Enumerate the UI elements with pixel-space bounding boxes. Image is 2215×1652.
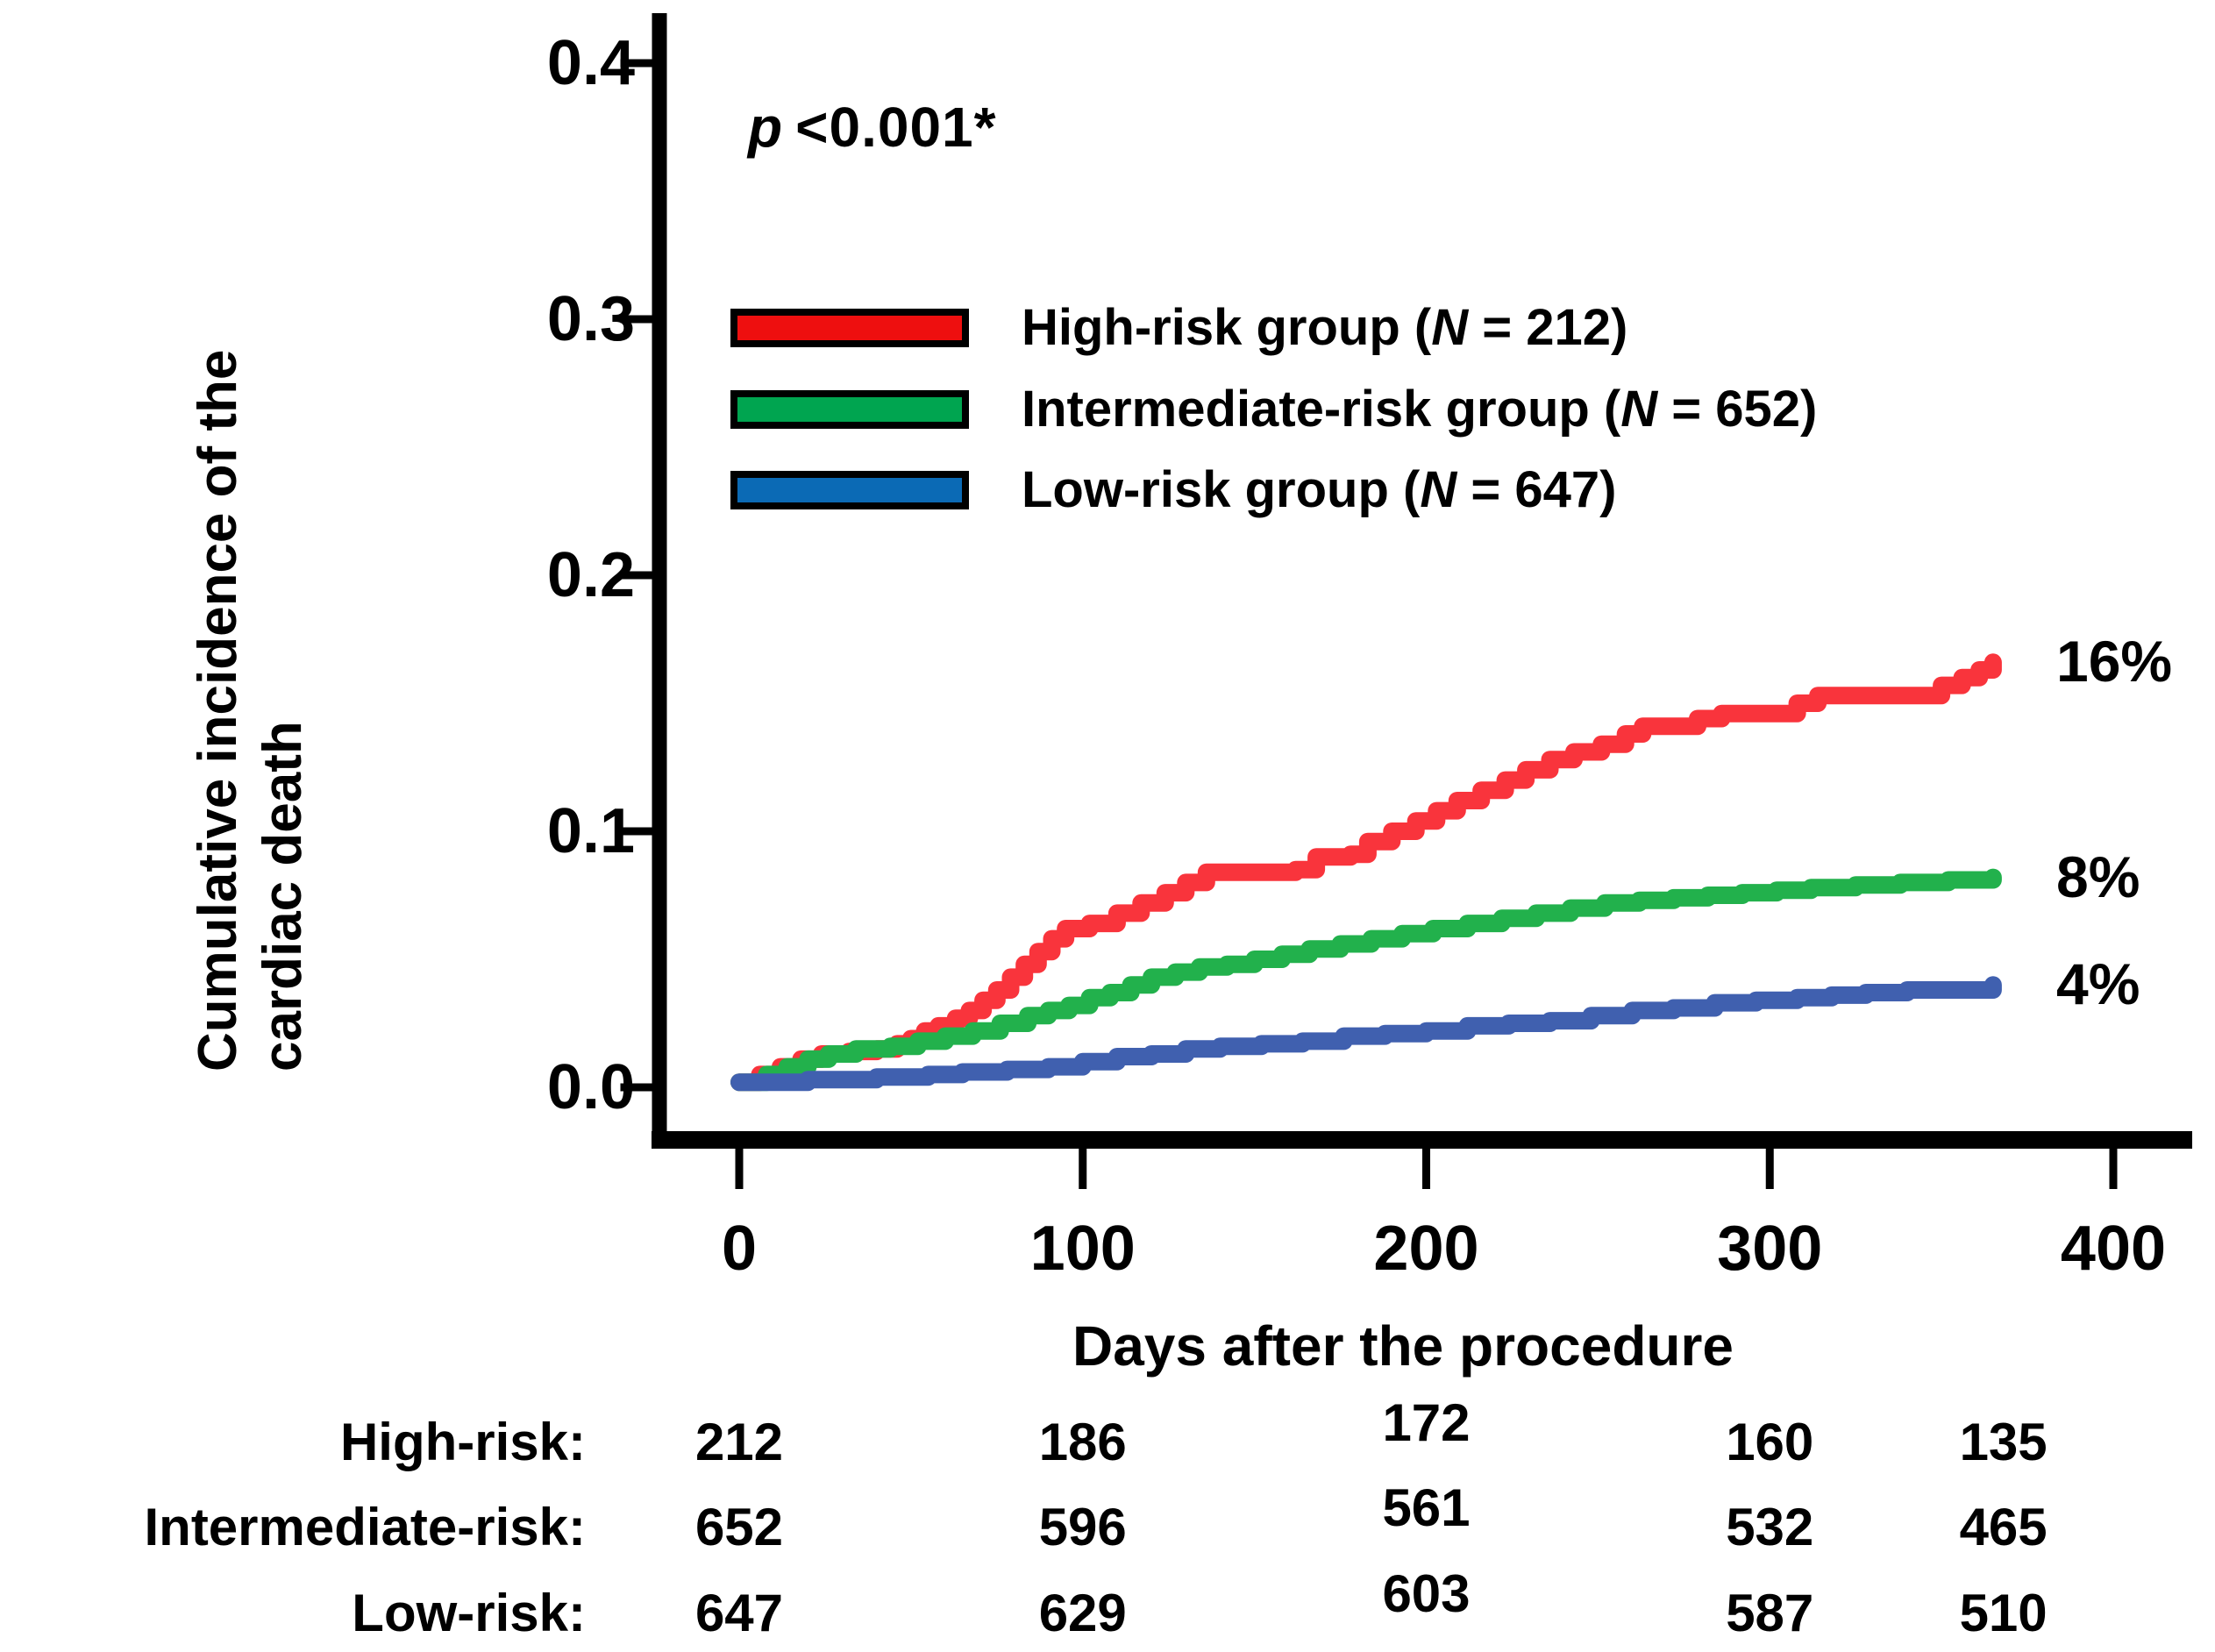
legend-label-part: High-risk group (: [1022, 299, 1432, 356]
final-percent-intermediate-risk: 8%: [2056, 844, 2140, 909]
y-tick-label: 0.2: [546, 540, 635, 610]
risk-count: 603: [1382, 1564, 1471, 1623]
risk-count: 596: [1038, 1498, 1127, 1556]
curve-low-risk: [730, 976, 2002, 1092]
risk-count: 510: [1959, 1584, 2048, 1642]
y-tick-label: 0.3: [546, 284, 635, 354]
y-tick-label: 0.0: [546, 1052, 635, 1122]
risk-row-label-2: Low-risk:: [352, 1584, 586, 1642]
legend-label-part: N: [1431, 299, 1469, 356]
legend-label-part: = 647): [1456, 461, 1617, 518]
risk-count: 172: [1382, 1393, 1471, 1452]
curve-high-risk: [730, 653, 2002, 1092]
curve-intermediate-risk: [730, 868, 2002, 1092]
risk-count: 587: [1726, 1584, 1814, 1642]
risk-count: 532: [1726, 1498, 1814, 1556]
legend-label-part: Intermediate-risk group (: [1022, 381, 1621, 438]
risk-row-label-0: High-risk:: [339, 1413, 586, 1471]
y-tick-label: 0.1: [546, 796, 635, 866]
legend-label-low-risk: Low-risk group (N = 647): [1022, 463, 1616, 517]
final-percent-low-risk: 4%: [2056, 951, 2140, 1017]
risk-count: 135: [1959, 1413, 2048, 1471]
risk-count: 465: [1959, 1498, 2048, 1556]
legend-label-high-risk: High-risk group (N = 212): [1022, 301, 1627, 355]
risk-count: 561: [1382, 1478, 1471, 1537]
legend-label-part: N: [1420, 461, 1457, 518]
y-axis-title-line1: Cumulative incidence of the: [188, 349, 248, 1072]
risk-count: 212: [694, 1413, 784, 1471]
legend-swatch-low-risk: [730, 471, 969, 509]
legend-label-intermediate-risk: Intermediate-risk group (N = 652): [1022, 382, 1817, 437]
y-tick-label: 0.4: [546, 28, 635, 98]
legend-label-part: Low-risk group (: [1022, 461, 1421, 518]
x-tick-label: 200: [1373, 1214, 1479, 1284]
y-axis-title: Cumulative incidence of the cardiac deat…: [186, 89, 326, 1072]
risk-count: 160: [1726, 1413, 1814, 1471]
p-value-text: <0.001*: [795, 96, 997, 159]
risk-count: 647: [694, 1584, 784, 1642]
legend-swatch-high-risk: [730, 309, 969, 347]
x-tick-label: 0: [721, 1214, 758, 1284]
legend-label-part: = 652): [1657, 381, 1818, 438]
x-tick-label: 400: [2060, 1214, 2167, 1284]
x-tick-label: 100: [1029, 1214, 1136, 1284]
risk-count: 186: [1038, 1413, 1127, 1471]
final-percent-high-risk: 16%: [2056, 629, 2173, 694]
p-value-annotation: p <0.001*: [748, 95, 997, 160]
risk-row-label-1: Intermediate-risk:: [144, 1498, 587, 1556]
legend-label-part: = 212): [1468, 299, 1628, 356]
y-axis-title-line2: cardiac death: [253, 721, 313, 1072]
risk-count: 629: [1038, 1584, 1127, 1642]
p-value-symbol: p: [748, 96, 784, 159]
legend-swatch-intermediate-risk: [730, 390, 969, 429]
x-axis-title: Days after the procedure: [1072, 1314, 1734, 1378]
legend-label-part: N: [1620, 381, 1658, 438]
x-tick-label: 300: [1717, 1214, 1823, 1284]
risk-count: 652: [694, 1498, 784, 1556]
